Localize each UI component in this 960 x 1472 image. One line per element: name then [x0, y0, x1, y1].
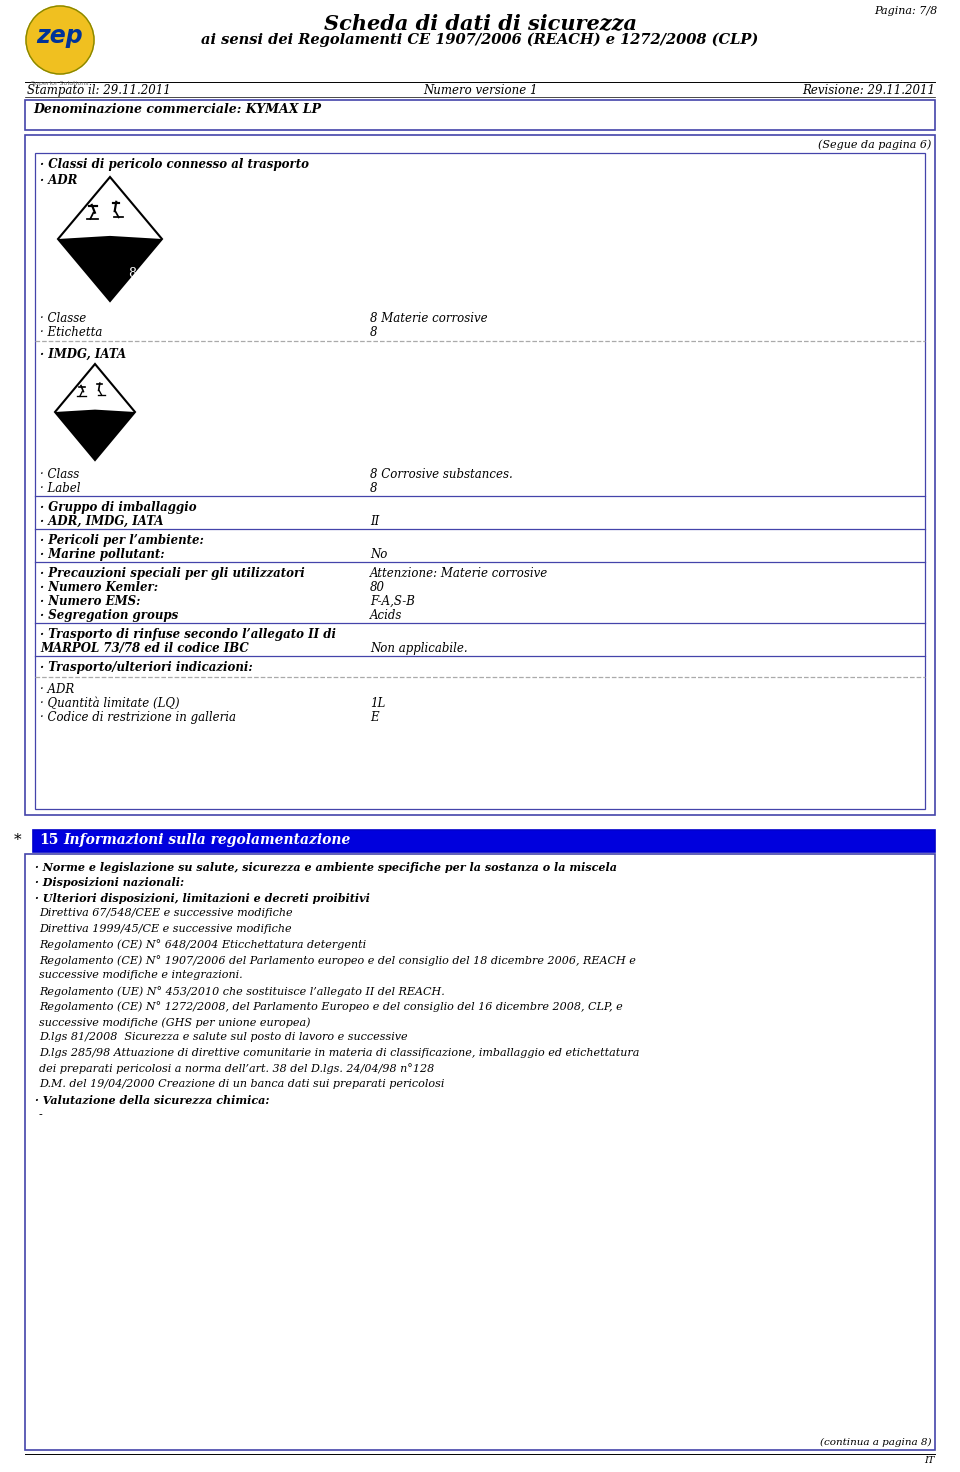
Text: · Codice di restrizione in galleria: · Codice di restrizione in galleria: [40, 711, 236, 724]
Text: Regolamento (UE) N° 453/2010 che sostituisce l’allegato II del REACH.: Regolamento (UE) N° 453/2010 che sostitu…: [39, 986, 444, 997]
Text: · IMDG, IATA: · IMDG, IATA: [40, 347, 126, 361]
Text: IT: IT: [924, 1456, 935, 1465]
Text: 8 Corrosive substances.: 8 Corrosive substances.: [370, 468, 513, 481]
Text: Numero versione 1: Numero versione 1: [422, 84, 538, 97]
Text: · Norme e legislazione su salute, sicurezza e ambiente specifiche per la sostanz: · Norme e legislazione su salute, sicure…: [35, 863, 617, 873]
Text: Regolamento (CE) N° 1272/2008, del Parlamento Europeo e del consiglio del 16 dic: Regolamento (CE) N° 1272/2008, del Parla…: [39, 1001, 623, 1013]
Text: · Marine pollutant:: · Marine pollutant:: [40, 548, 164, 561]
FancyBboxPatch shape: [25, 135, 935, 815]
Text: Regolamento (CE) N° 1907/2006 del Parlamento europeo e del consiglio del 18 dice: Regolamento (CE) N° 1907/2006 del Parlam…: [39, 955, 636, 966]
Text: D.M. del 19/04/2000 Creazione di un banca dati sui preparati pericolosi: D.M. del 19/04/2000 Creazione di un banc…: [39, 1079, 444, 1089]
Text: · Precauzioni speciali per gli utilizzatori: · Precauzioni speciali per gli utilizzat…: [40, 567, 304, 580]
Text: 15: 15: [39, 833, 59, 846]
Polygon shape: [55, 409, 135, 459]
Text: Direttiva 1999/45/CE e successive modifiche: Direttiva 1999/45/CE e successive modifi…: [39, 924, 292, 935]
Polygon shape: [55, 364, 135, 459]
FancyBboxPatch shape: [35, 153, 925, 810]
Text: Pagina: 7/8: Pagina: 7/8: [874, 6, 937, 16]
Text: Informazioni sulla regolamentazione: Informazioni sulla regolamentazione: [63, 833, 350, 846]
Text: (continua a pagina 8): (continua a pagina 8): [820, 1438, 931, 1447]
FancyBboxPatch shape: [33, 830, 935, 852]
FancyBboxPatch shape: [25, 854, 935, 1450]
Text: MARPOL 73/78 ed il codice IBC: MARPOL 73/78 ed il codice IBC: [40, 642, 249, 655]
Text: · Classi di pericolo connesso al trasporto: · Classi di pericolo connesso al traspor…: [40, 158, 309, 171]
Text: successive modifiche e integrazioni.: successive modifiche e integrazioni.: [39, 970, 243, 980]
Text: dei preparati pericolosi a norma dell’art. 38 del D.lgs. 24/04/98 n°128: dei preparati pericolosi a norma dell’ar…: [39, 1063, 434, 1075]
Text: II: II: [370, 515, 379, 528]
Text: · Label: · Label: [40, 481, 81, 495]
Text: · Disposizioni nazionali:: · Disposizioni nazionali:: [35, 877, 184, 889]
Text: · Segregation groups: · Segregation groups: [40, 609, 179, 623]
Text: Direttiva 67/548/CEE e successive modifiche: Direttiva 67/548/CEE e successive modifi…: [39, 908, 293, 919]
Text: · Gruppo di imballaggio: · Gruppo di imballaggio: [40, 500, 197, 514]
Text: *: *: [13, 833, 21, 846]
Text: zep: zep: [36, 24, 84, 49]
Polygon shape: [58, 177, 162, 300]
Text: Scheda di dati di sicurezza: Scheda di dati di sicurezza: [324, 13, 636, 32]
Text: Regolamento (CE) N° 648/2004 Eticchettatura detergenti: Regolamento (CE) N° 648/2004 Eticchettat…: [39, 939, 366, 951]
Text: · Pericoli per l’ambiente:: · Pericoli per l’ambiente:: [40, 534, 204, 548]
Text: · Numero Kemler:: · Numero Kemler:: [40, 581, 158, 595]
Text: D.lgs 285/98 Attuazione di direttive comunitarie in materia di classificazione, : D.lgs 285/98 Attuazione di direttive com…: [39, 1048, 639, 1058]
Text: · ADR, IMDG, IATA: · ADR, IMDG, IATA: [40, 515, 163, 528]
Text: 8: 8: [370, 325, 377, 339]
Text: No: No: [370, 548, 388, 561]
Text: · Numero EMS:: · Numero EMS:: [40, 595, 140, 608]
Text: Denominazione commerciale: KYMAX LP: Denominazione commerciale: KYMAX LP: [33, 103, 321, 116]
Polygon shape: [58, 236, 162, 300]
Text: -: -: [39, 1110, 43, 1120]
Text: Attenzione: Materie corrosive: Attenzione: Materie corrosive: [370, 567, 548, 580]
Text: · Class: · Class: [40, 468, 80, 481]
Text: · Valutazione della sicurezza chimica:: · Valutazione della sicurezza chimica:: [35, 1095, 270, 1105]
FancyBboxPatch shape: [25, 100, 935, 130]
Text: (Segue da pagina 6): (Segue da pagina 6): [818, 138, 931, 150]
Text: · Etichetta: · Etichetta: [40, 325, 103, 339]
Text: · Trasporto/ulteriori indicazioni:: · Trasporto/ulteriori indicazioni:: [40, 661, 252, 674]
Text: 8: 8: [128, 266, 136, 280]
Text: · ADR: · ADR: [40, 683, 74, 696]
Text: 80: 80: [370, 581, 385, 595]
Text: · Ulteriori disposizioni, limitazioni e decreti proibitivi: · Ulteriori disposizioni, limitazioni e …: [35, 894, 370, 904]
Text: E: E: [370, 711, 378, 724]
Text: · ADR: · ADR: [40, 174, 78, 187]
Text: · Quantità limitate (LQ): · Quantità limitate (LQ): [40, 698, 180, 710]
Text: F-A,S-B: F-A,S-B: [370, 595, 415, 608]
Text: 8: 8: [370, 481, 377, 495]
Text: ai sensi dei Regolamenti CE 1907/2006 (REACH) e 1272/2008 (CLP): ai sensi dei Regolamenti CE 1907/2006 (R…: [202, 32, 758, 47]
Text: Revisione: 29.11.2011: Revisione: 29.11.2011: [802, 84, 935, 97]
Text: Superior Solutions: Superior Solutions: [32, 81, 88, 87]
Text: Non applicabile.: Non applicabile.: [370, 642, 468, 655]
Text: successive modifiche (GHS per unione europea): successive modifiche (GHS per unione eur…: [39, 1017, 310, 1027]
Circle shape: [26, 6, 94, 74]
Text: 1L: 1L: [370, 698, 385, 710]
Text: · Trasporto di rinfuse secondo l’allegato II di: · Trasporto di rinfuse secondo l’allegat…: [40, 629, 336, 640]
Text: D.lgs 81/2008  Sicurezza e salute sul posto di lavoro e successive: D.lgs 81/2008 Sicurezza e salute sul pos…: [39, 1032, 408, 1042]
Text: Acids: Acids: [370, 609, 402, 623]
Text: · Classe: · Classe: [40, 312, 86, 325]
Text: Stampato il: 29.11.2011: Stampato il: 29.11.2011: [27, 84, 171, 97]
Text: 8 Materie corrosive: 8 Materie corrosive: [370, 312, 488, 325]
